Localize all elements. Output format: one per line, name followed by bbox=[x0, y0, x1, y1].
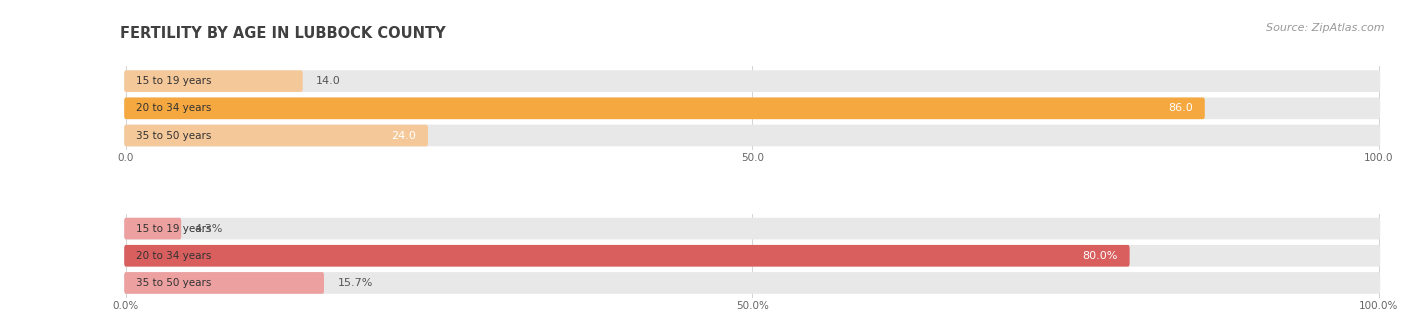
Text: 20 to 34 years: 20 to 34 years bbox=[136, 103, 211, 113]
FancyBboxPatch shape bbox=[124, 125, 427, 146]
FancyBboxPatch shape bbox=[124, 218, 1381, 239]
FancyBboxPatch shape bbox=[124, 272, 1381, 294]
Text: 14.0: 14.0 bbox=[316, 76, 342, 86]
Text: 20 to 34 years: 20 to 34 years bbox=[136, 251, 211, 261]
Text: FERTILITY BY AGE IN LUBBOCK COUNTY: FERTILITY BY AGE IN LUBBOCK COUNTY bbox=[120, 26, 446, 41]
Text: 24.0: 24.0 bbox=[391, 130, 416, 140]
Text: 4.3%: 4.3% bbox=[194, 224, 224, 234]
FancyBboxPatch shape bbox=[124, 218, 181, 239]
FancyBboxPatch shape bbox=[124, 245, 1381, 266]
FancyBboxPatch shape bbox=[124, 272, 323, 294]
Text: 15 to 19 years: 15 to 19 years bbox=[136, 76, 211, 86]
FancyBboxPatch shape bbox=[124, 125, 1381, 146]
Text: 80.0%: 80.0% bbox=[1083, 251, 1118, 261]
Text: 86.0: 86.0 bbox=[1168, 103, 1194, 113]
Text: 15 to 19 years: 15 to 19 years bbox=[136, 224, 211, 234]
FancyBboxPatch shape bbox=[124, 70, 1381, 92]
FancyBboxPatch shape bbox=[124, 245, 1129, 266]
FancyBboxPatch shape bbox=[124, 98, 1381, 119]
Text: 15.7%: 15.7% bbox=[337, 278, 373, 288]
FancyBboxPatch shape bbox=[124, 70, 302, 92]
FancyBboxPatch shape bbox=[124, 98, 1205, 119]
Text: 35 to 50 years: 35 to 50 years bbox=[136, 278, 211, 288]
Text: Source: ZipAtlas.com: Source: ZipAtlas.com bbox=[1267, 23, 1385, 33]
Text: 35 to 50 years: 35 to 50 years bbox=[136, 130, 211, 140]
